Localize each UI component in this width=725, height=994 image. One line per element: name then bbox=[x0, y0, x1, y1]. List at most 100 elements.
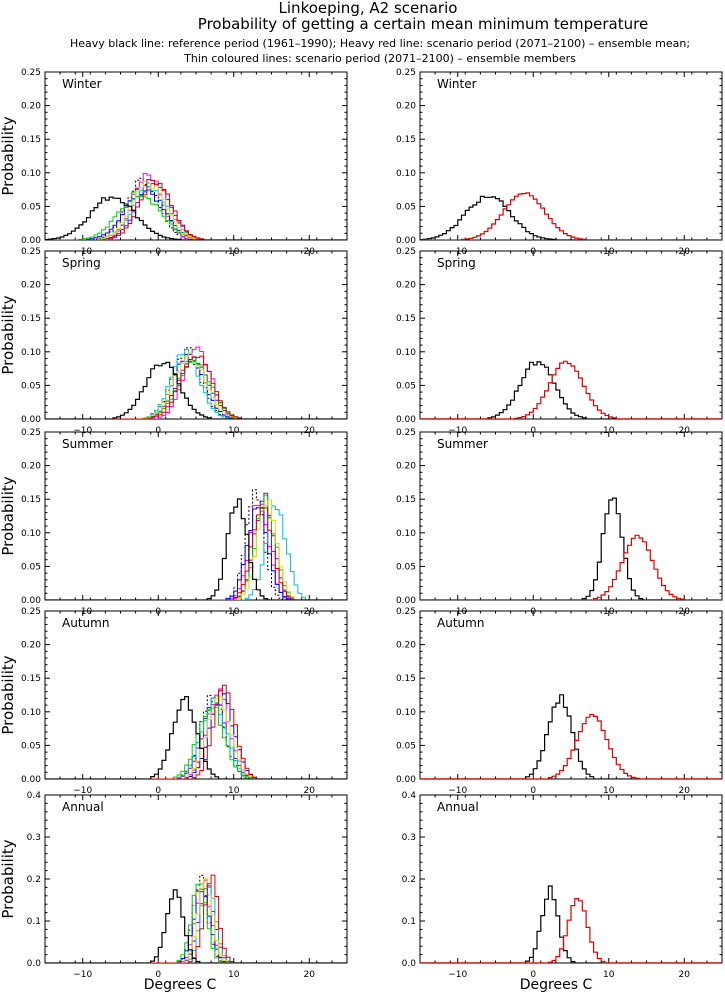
y-tick-label: 0.20 bbox=[396, 281, 416, 291]
y-tick-label: 0.00 bbox=[396, 596, 416, 606]
figure-title: Linkoeping, A2 scenario bbox=[279, 0, 458, 17]
legend-line-1: Heavy black line: reference period (1961… bbox=[70, 37, 690, 50]
y-tick-label: 0.10 bbox=[21, 708, 41, 718]
y-tick-label: 0.15 bbox=[396, 314, 416, 324]
y-tick-label: 0.25 bbox=[21, 428, 41, 438]
y-axis-label: Probability bbox=[0, 116, 17, 195]
series-member-3 bbox=[45, 697, 347, 779]
y-tick-label: 0.05 bbox=[396, 741, 416, 751]
panel-summer-mean: −10 0 10 20 0.00 0.05 0.10 0.15 0.20 0.25 Summer bbox=[396, 428, 723, 617]
x-tick-label: 10 bbox=[603, 786, 615, 796]
series-scenario-mean bbox=[420, 360, 722, 419]
y-tick-label: 0.20 bbox=[396, 462, 416, 472]
series-reference bbox=[45, 196, 347, 240]
x-tick-label: 0 bbox=[530, 970, 536, 980]
curves bbox=[45, 684, 347, 779]
season-label: Autumn bbox=[62, 616, 109, 630]
y-tick-label: 0.05 bbox=[21, 562, 41, 572]
season-label: Summer bbox=[437, 437, 488, 451]
y-tick-label: 0.0 bbox=[402, 959, 417, 969]
season-label: Spring bbox=[62, 256, 101, 270]
series-member-8 bbox=[45, 507, 347, 600]
y-tick-label: 0.1 bbox=[27, 917, 41, 927]
x-axis-label-left: Degrees C bbox=[144, 977, 217, 993]
y-tick-label: 0.25 bbox=[396, 68, 416, 78]
y-tick-label: 0.10 bbox=[396, 529, 416, 539]
figure-subtitle: Probability of getting a certain mean mi… bbox=[198, 15, 648, 33]
y-tick-label: 0.05 bbox=[21, 381, 41, 391]
y-tick-label: 0.20 bbox=[396, 102, 416, 112]
x-axis-label-right: Degrees C bbox=[520, 977, 593, 993]
series-member-6 bbox=[45, 883, 347, 963]
series-scenario-mean bbox=[420, 534, 722, 600]
y-tick-label: 0.3 bbox=[27, 833, 41, 843]
series-member-6 bbox=[45, 359, 347, 419]
y-tick-label: 0.25 bbox=[21, 247, 41, 257]
x-tick-label: −10 bbox=[448, 786, 467, 796]
y-tick-label: 0.10 bbox=[396, 169, 416, 179]
series-reference bbox=[45, 696, 347, 779]
y-tick-label: 0.25 bbox=[396, 428, 416, 438]
y-tick-label: 0.05 bbox=[21, 202, 41, 212]
plot-frame bbox=[419, 794, 723, 964]
series-member-6 bbox=[45, 191, 347, 240]
series-member-8 bbox=[45, 355, 347, 419]
y-tick-label: 0.10 bbox=[21, 529, 41, 539]
series-member-7 bbox=[45, 180, 347, 240]
x-tick-label: 0 bbox=[530, 786, 536, 796]
x-tick-label: 20 bbox=[679, 970, 691, 980]
panel-spring-members: −10 0 10 20 0.00 0.05 0.10 0.15 0.20 0.25 Spring Pr… bbox=[0, 247, 348, 436]
panel-autumn-members: −10 0 10 20 0.00 0.05 0.10 0.15 0.20 0.25 Autumn Pr… bbox=[0, 607, 348, 796]
season-label: Annual bbox=[62, 800, 104, 814]
x-tick-label: 10 bbox=[603, 970, 615, 980]
x-tick-label: −10 bbox=[73, 970, 92, 980]
plot-frame bbox=[44, 250, 348, 420]
series-member-1 bbox=[45, 177, 347, 240]
series-member-1 bbox=[45, 489, 347, 600]
x-tick-label: −10 bbox=[73, 426, 92, 436]
y-tick-label: 0.00 bbox=[21, 596, 41, 606]
season-label: Annual bbox=[437, 800, 479, 814]
y-tick-label: 0.15 bbox=[21, 495, 41, 505]
panel-grid: −10010200.000.050.100.150.200.25WinterPr… bbox=[0, 68, 723, 980]
x-tick-label: 10 bbox=[228, 786, 240, 796]
y-tick-label: 0.15 bbox=[21, 314, 41, 324]
series-member-2 bbox=[45, 172, 347, 240]
curves bbox=[420, 192, 722, 240]
y-tick-label: 0.00 bbox=[21, 775, 41, 785]
x-tick-label: 20 bbox=[679, 786, 691, 796]
y-tick-label: 0.15 bbox=[21, 674, 41, 684]
plot-frame bbox=[419, 250, 723, 420]
series-reference bbox=[420, 361, 722, 419]
y-tick-label: 0.10 bbox=[21, 169, 41, 179]
x-tick-label: 10 bbox=[228, 426, 240, 436]
curves bbox=[420, 885, 722, 963]
series-member-5 bbox=[45, 505, 347, 600]
y-tick-label: 0.25 bbox=[396, 247, 416, 257]
x-tick-label: 20 bbox=[304, 426, 316, 436]
y-tick-label: 0.20 bbox=[21, 641, 41, 651]
x-tick-label: −10 bbox=[448, 426, 467, 436]
series-member-2 bbox=[45, 346, 347, 419]
y-tick-label: 0.2 bbox=[402, 875, 416, 885]
x-tick-label: 20 bbox=[304, 786, 316, 796]
y-tick-label: 0.00 bbox=[396, 415, 416, 425]
season-label: Autumn bbox=[437, 616, 484, 630]
x-tick-label: 20 bbox=[304, 970, 316, 980]
x-tick-label: −10 bbox=[448, 970, 467, 980]
panel-summer-members: −10 0 10 20 0.00 0.05 0.10 0.15 0.20 0.25 Summer Pr… bbox=[0, 428, 348, 617]
panel-spring-mean: −10 0 10 20 0.00 0.05 0.10 0.15 0.20 0.25 Spring bbox=[396, 247, 723, 436]
y-tick-label: 0.00 bbox=[21, 415, 41, 425]
series-member-3 bbox=[45, 885, 347, 963]
season-label: Spring bbox=[437, 256, 476, 270]
curves bbox=[420, 694, 722, 779]
series-member-5 bbox=[45, 697, 347, 779]
x-tick-label: 0 bbox=[530, 426, 536, 436]
panel-autumn-mean: −10 0 10 20 0.00 0.05 0.10 0.15 0.20 0.25 Autumn bbox=[396, 607, 723, 796]
panel-annual-members: −10 0 10 20 0.0 0.1 0.2 0.3 0.4 Annual Probability bbox=[0, 791, 348, 980]
series-reference bbox=[45, 361, 347, 419]
season-label: Winter bbox=[62, 77, 102, 91]
y-tick-label: 0.20 bbox=[21, 102, 41, 112]
